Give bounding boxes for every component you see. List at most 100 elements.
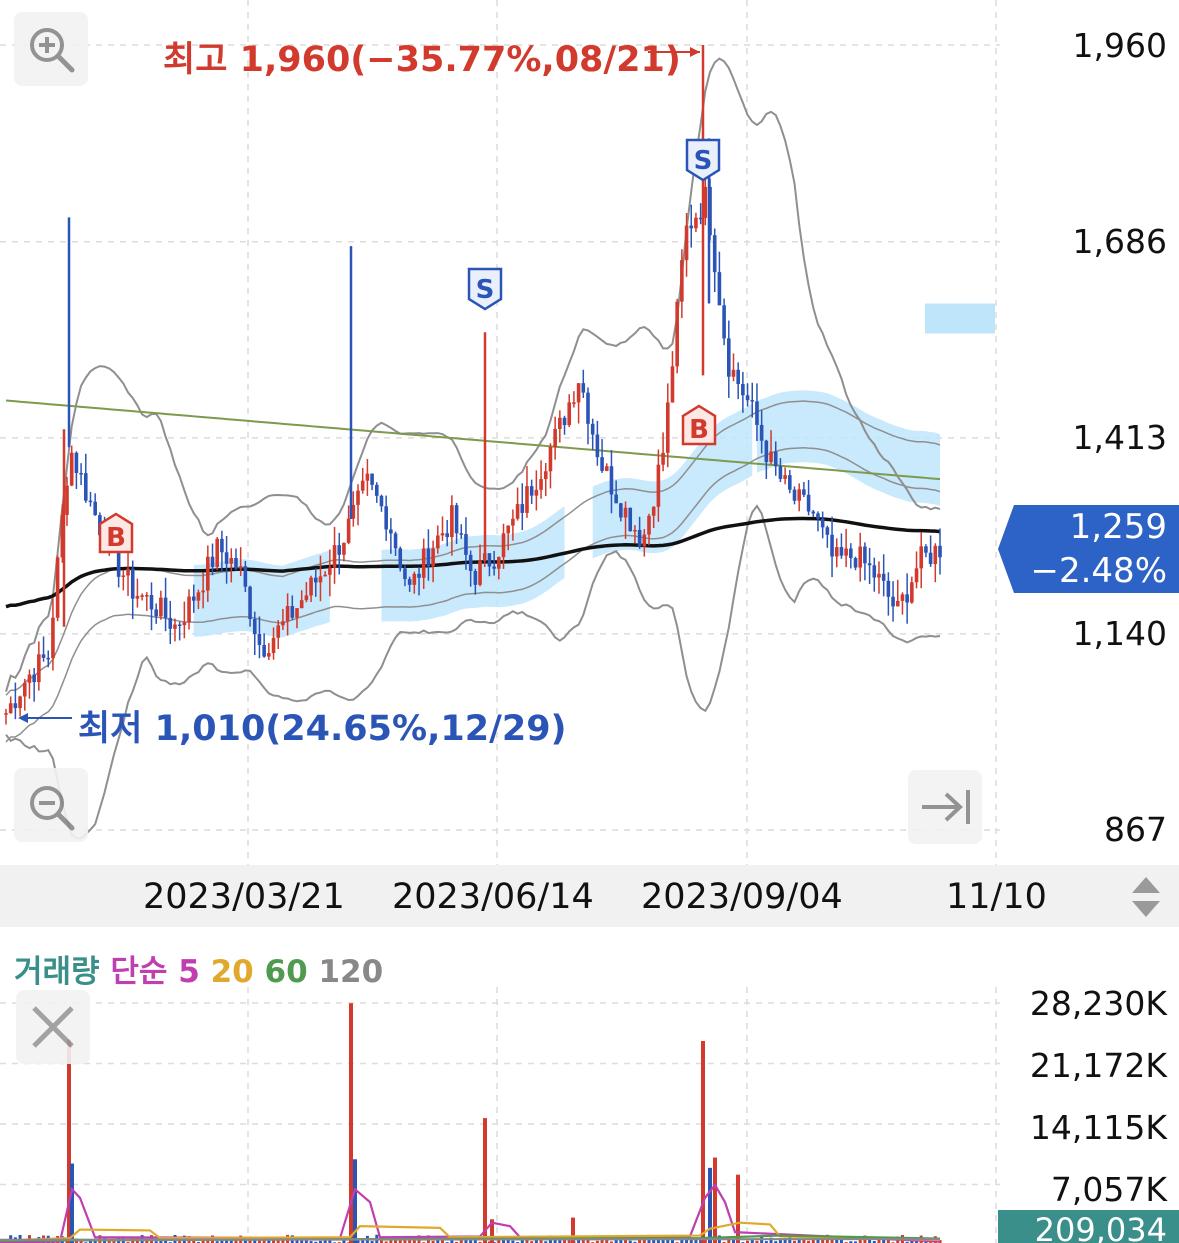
bollinger-bands (5, 57, 941, 840)
candle-body (478, 560, 482, 585)
candle-body (464, 534, 468, 555)
volume-ma20-line (0, 1221, 941, 1242)
candle-body (609, 466, 614, 495)
candle-body (379, 495, 384, 507)
candle-body (234, 557, 238, 569)
volume-bar (830, 1237, 834, 1243)
candle-body (924, 546, 928, 553)
volume-bar (699, 1239, 703, 1243)
volume-bar (544, 1241, 548, 1243)
candle-body (426, 548, 431, 567)
candle-body (182, 622, 187, 626)
volume-bar (689, 1238, 693, 1243)
candle-body (623, 507, 628, 518)
candle-body (506, 525, 511, 534)
candle-body (661, 452, 665, 465)
candle-body (393, 533, 398, 549)
volume-ma120-label: 120 (318, 954, 384, 990)
sell-marker-shape (467, 267, 503, 311)
volume-bar (502, 1238, 506, 1243)
candle-body (412, 573, 417, 585)
candle-body (389, 529, 393, 534)
cloud-segment (756, 390, 940, 507)
candle-body (74, 452, 79, 473)
close-volume-button[interactable] (16, 990, 90, 1064)
sell-signal-marker: S (467, 267, 503, 311)
candle-body (647, 515, 651, 535)
candle-body (619, 503, 623, 518)
cloud-segment (925, 303, 995, 334)
candle-body (844, 548, 848, 556)
resize-panel-icon[interactable] (1128, 875, 1164, 919)
candle-body (13, 703, 18, 709)
candle-body (637, 529, 642, 547)
volume-bar (478, 1241, 482, 1243)
volume-bar (112, 1241, 116, 1243)
candle-body (313, 577, 318, 583)
volume-bar (793, 1240, 797, 1243)
zoom-out-button[interactable] (14, 768, 88, 842)
candle-body (816, 513, 820, 519)
candle-body (149, 594, 154, 610)
candle-body (820, 518, 825, 528)
volume-bar (755, 1240, 759, 1243)
volume-bar (783, 1238, 787, 1243)
volume-bar (304, 1240, 308, 1243)
candle-body (811, 511, 816, 514)
candle-body (914, 568, 919, 583)
candle-body (595, 434, 600, 458)
jump-to-latest-button[interactable] (908, 770, 982, 844)
buy-marker-letter: B (689, 415, 709, 445)
low-price-annotation: 최저 1,010(24.65%,12/29) (78, 709, 567, 749)
candle-body (318, 576, 323, 583)
candle-body (717, 272, 722, 306)
x-tick: 2023/06/14 (392, 877, 594, 917)
volume-spike-bar (713, 1157, 717, 1243)
zoom-in-button[interactable] (14, 12, 88, 86)
x-tick: 2023/03/21 (143, 877, 345, 917)
volume-bar (257, 1240, 261, 1243)
volume-bar (905, 1241, 909, 1243)
volume-chart[interactable] (0, 927, 1179, 1243)
candle-body (543, 471, 548, 480)
candle-body (680, 260, 684, 302)
candle-body (224, 552, 229, 564)
volume-bar (511, 1240, 515, 1243)
price-chart[interactable]: B B S S (0, 0, 1179, 865)
volume-bar (661, 1238, 665, 1243)
candle-body (267, 653, 271, 657)
x-axis-bar[interactable]: 2023/03/21 2023/06/14 2023/09/04 11/10 (0, 865, 1179, 927)
volume-bar (243, 1240, 247, 1243)
volume-bar (750, 1238, 754, 1243)
candle-body (351, 504, 356, 519)
volume-bar (839, 1238, 843, 1243)
candle-body (276, 625, 281, 638)
candle-body (511, 518, 515, 526)
candle-body (590, 423, 595, 435)
candle-body (37, 654, 41, 683)
candle-body (482, 553, 487, 561)
volume-bar (638, 1237, 642, 1243)
candle-body (877, 573, 881, 578)
candle-body (703, 186, 708, 218)
candle-body (346, 518, 351, 543)
bollinger-lower (5, 504, 941, 840)
volume-bar (619, 1238, 623, 1243)
volume-spike-bar (483, 1118, 487, 1243)
volume-bar (872, 1241, 876, 1243)
volume-spike-bar (571, 1217, 575, 1243)
candle-body (220, 538, 224, 553)
volume-bar (563, 1238, 567, 1243)
candle-body (642, 534, 647, 547)
candle-body (797, 489, 801, 501)
candle-body (140, 595, 144, 597)
candle-body (421, 548, 426, 578)
candle-body (562, 417, 567, 426)
candle-body (191, 596, 196, 601)
volume-bar (487, 1241, 491, 1243)
candle-body (299, 600, 304, 609)
annotation-lines (18, 47, 700, 723)
x-tick: 2023/09/04 (641, 877, 843, 917)
volume-bar (201, 1239, 205, 1243)
volume-bar (431, 1240, 435, 1243)
